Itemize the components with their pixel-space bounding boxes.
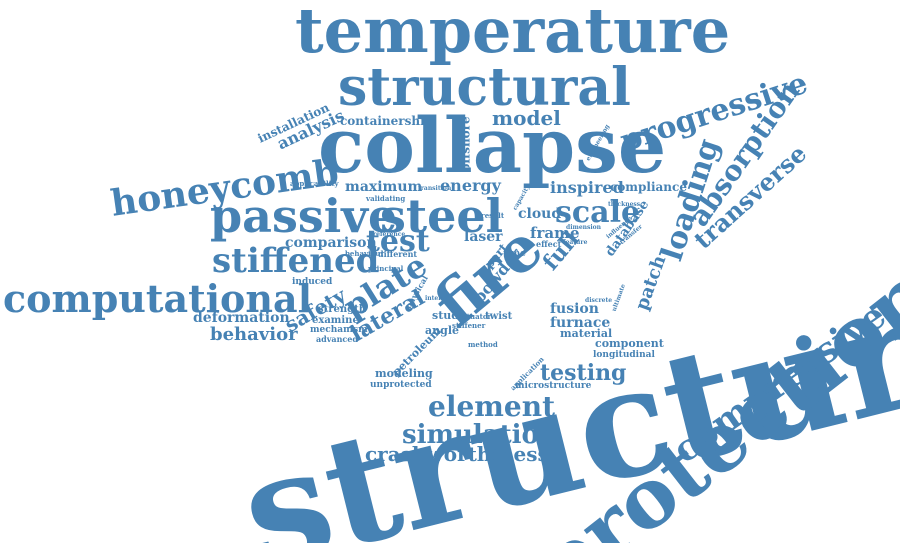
word-thickness: thickness xyxy=(608,201,641,208)
word-principal: principal xyxy=(368,264,404,273)
word-model: model xyxy=(492,106,561,130)
word-transition: transition xyxy=(418,185,452,192)
word-deformation: deformation xyxy=(193,310,290,326)
word-feature: feature xyxy=(563,239,588,246)
word-study: study xyxy=(432,309,466,322)
word-patch: patch xyxy=(631,252,671,314)
word-testing: testing xyxy=(540,360,627,386)
word-passive: passive xyxy=(210,189,398,243)
word-cloud: cloud xyxy=(518,206,562,222)
word-mechanism: mechanism xyxy=(310,325,368,335)
word-computational: computational xyxy=(3,276,313,321)
word-inspired: inspired xyxy=(550,178,624,197)
word-frame: frame xyxy=(530,224,580,242)
word-effect: effect xyxy=(536,239,562,249)
word-modeling: modeling xyxy=(375,367,433,380)
word-reference: reference xyxy=(373,231,406,238)
word-collapse: collapse xyxy=(318,101,667,190)
word-compliance: compliance xyxy=(610,180,687,194)
word-temperature: temperature xyxy=(295,0,731,67)
word-interval: interval xyxy=(425,295,452,302)
word-offshore: offshore xyxy=(458,116,473,172)
word-crashworthiness: crashworthiness xyxy=(365,442,549,466)
word-comparison: comparison xyxy=(285,235,377,251)
word-furnace: furnace xyxy=(550,315,611,331)
word-containership: containership xyxy=(340,114,434,128)
word-validating: validating xyxy=(366,194,406,203)
word-behavior: behavior xyxy=(210,324,298,345)
word-stiffener: stiffener xyxy=(452,321,486,330)
word-method: method xyxy=(468,340,498,349)
word-advanced: advanced xyxy=(316,334,358,344)
word-time: time xyxy=(503,249,526,259)
word-material: material xyxy=(560,327,613,340)
word-result: result xyxy=(481,211,505,220)
word-longitudinal: longitudinal xyxy=(593,350,655,360)
word-discrete: discrete xyxy=(585,297,613,304)
word-steel: steel xyxy=(380,189,504,243)
word-simulation: simulation xyxy=(402,420,558,450)
word-twist: twist xyxy=(485,311,513,322)
word-component: component xyxy=(595,337,664,350)
word-energy: energy xyxy=(440,176,501,195)
word-unprotected: unprotected xyxy=(370,380,432,390)
word-stiffened: stiffened xyxy=(212,241,380,281)
word-structural: structural xyxy=(338,57,631,118)
word-microstructure: microstructure xyxy=(515,381,592,391)
word-strength: strength xyxy=(318,304,367,315)
word-maximum: maximum xyxy=(345,179,423,195)
word-induced: induced xyxy=(292,277,333,287)
word-behaviour: behaviour xyxy=(345,249,385,258)
word-ultimate: ultimate xyxy=(610,283,627,313)
word-angle: angle xyxy=(425,324,459,337)
word-dimension: dimension xyxy=(566,224,602,231)
word-laser: laser xyxy=(464,229,503,245)
word-actuator: actuator xyxy=(458,312,492,321)
word-different: different xyxy=(378,249,418,259)
word-test: test xyxy=(366,224,430,259)
word-fusion: fusion xyxy=(550,301,599,317)
word-applicability: applicability xyxy=(290,179,339,188)
word-examine: examine xyxy=(312,315,359,326)
word-element: element xyxy=(428,390,555,423)
word-scale: scale xyxy=(555,195,641,230)
